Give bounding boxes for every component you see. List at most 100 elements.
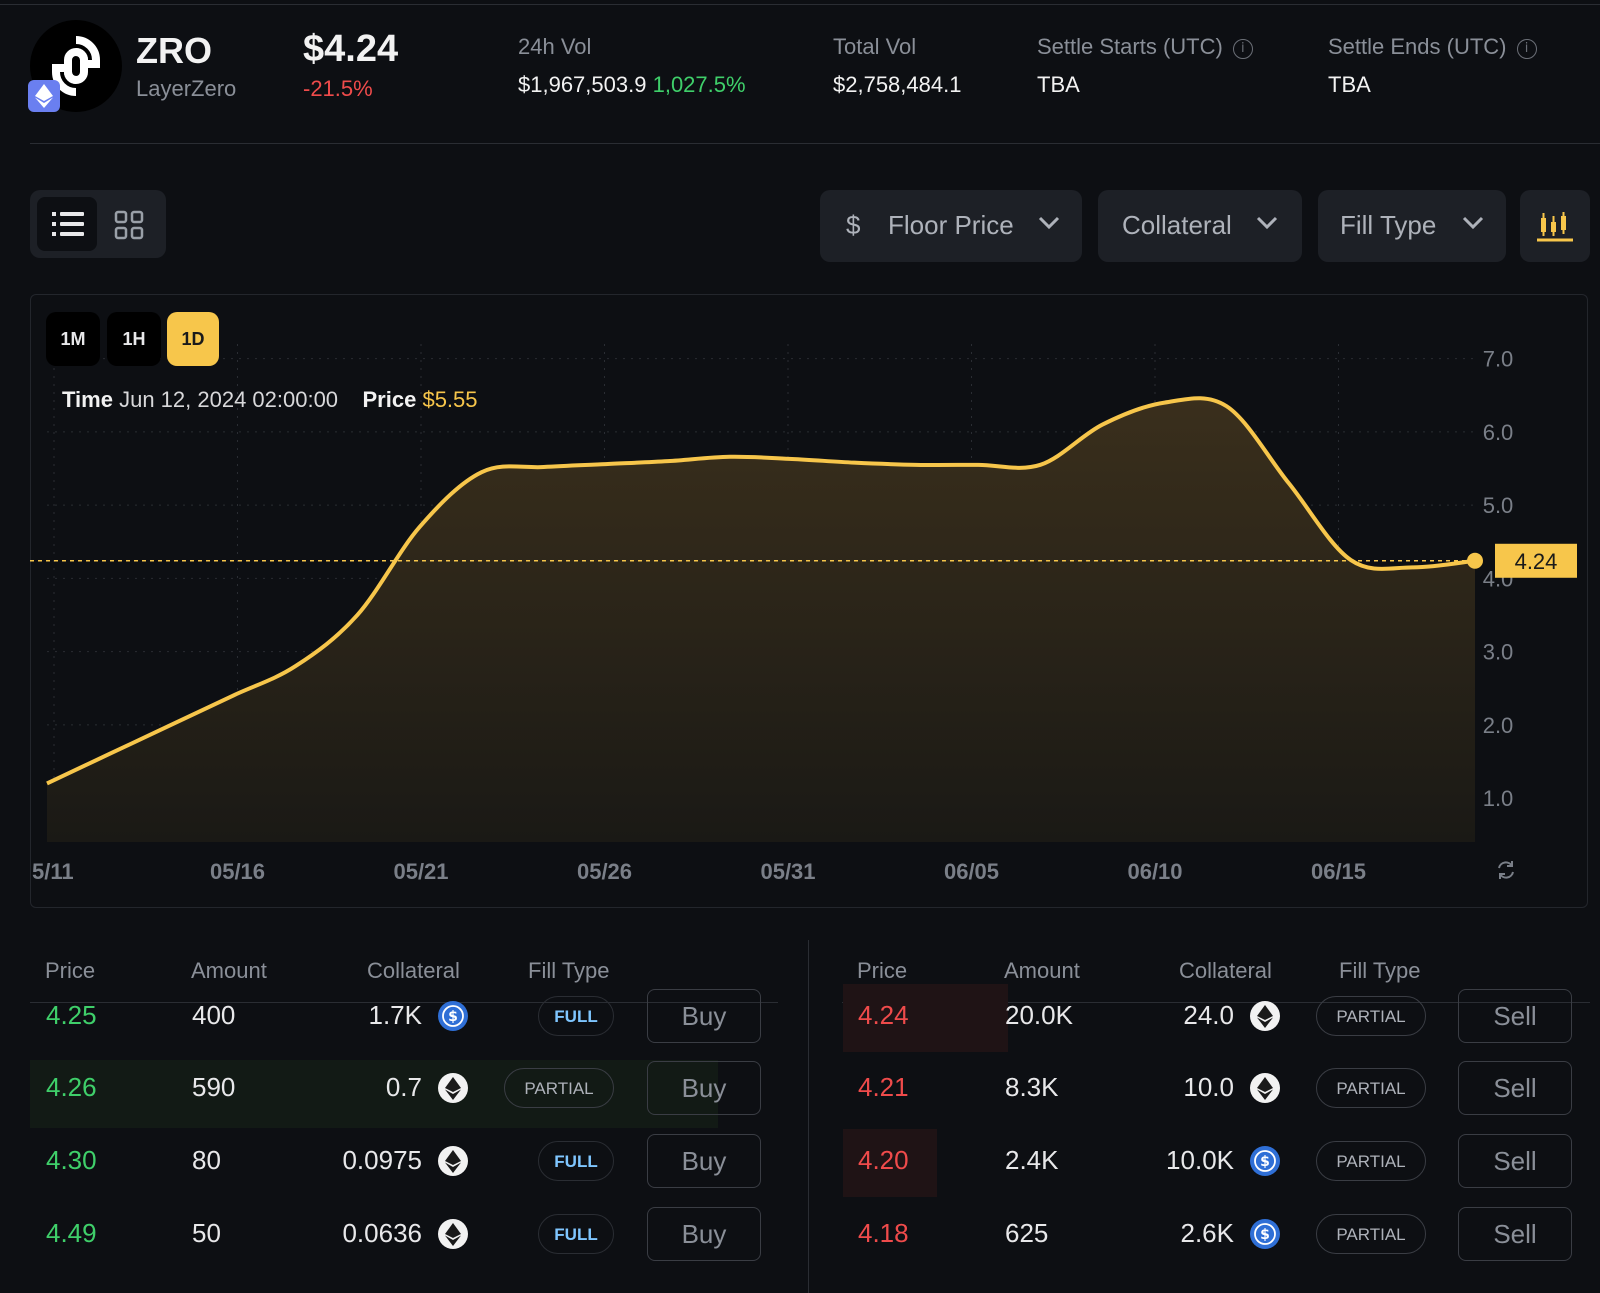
vol24h-change: 1,027.5% xyxy=(652,72,746,97)
top-border xyxy=(0,4,1600,5)
sell-price: 4.24 xyxy=(858,1000,909,1030)
buy-button[interactable]: Buy xyxy=(647,1061,761,1115)
buy-amount: 590 xyxy=(192,1072,236,1102)
tooltip-price-value: $5.55 xyxy=(422,387,478,412)
settle-starts-text: Settle Starts (UTC) xyxy=(1037,34,1223,59)
svg-text:$: $ xyxy=(448,1009,458,1025)
buy-button[interactable]: Buy xyxy=(647,989,761,1043)
price-change: -21.5% xyxy=(303,76,373,101)
tooltip-price-label: Price xyxy=(362,387,417,412)
timeframe-1h-button[interactable]: 1H xyxy=(107,312,161,366)
view-toggle xyxy=(30,190,166,258)
price-line xyxy=(46,396,1476,786)
svg-text:$: $ xyxy=(1260,1154,1270,1170)
token-name: LayerZero xyxy=(136,76,237,101)
buy-amount: 400 xyxy=(192,1000,236,1030)
x-tick-label: 05/31 xyxy=(760,859,815,884)
sell-collateral: 10.0K xyxy=(1166,1145,1234,1175)
buy-amount: 50 xyxy=(192,1218,221,1248)
settle-starts-label: Settle Starts (UTC) i xyxy=(1037,34,1253,60)
info-icon[interactable]: i xyxy=(1516,39,1537,59)
sell-button[interactable]: Sell xyxy=(1458,989,1572,1043)
buy-collateral: 0.7 xyxy=(385,1072,422,1102)
chart-panel xyxy=(30,294,1588,908)
buy-price: 4.30 xyxy=(46,1145,97,1175)
buy-header-divider xyxy=(30,1002,778,1003)
x-tick-label: 06/05 xyxy=(944,859,999,884)
collateral-label: Collateral xyxy=(1122,210,1232,240)
x-tick-label: 05/21 xyxy=(393,859,448,884)
x-tick-label: 5/11 xyxy=(32,859,74,884)
sell-button[interactable]: Sell xyxy=(1458,1207,1572,1261)
collateral-dropdown[interactable]: Collateral xyxy=(1098,190,1302,262)
price-area-fill xyxy=(47,398,1475,842)
sell-amount: 2.4K xyxy=(1005,1145,1059,1175)
settle-ends-value: TBA xyxy=(1328,72,1371,97)
sell-row-depth-highlight xyxy=(843,1129,937,1197)
buy-button[interactable]: Buy xyxy=(647,1134,761,1188)
fill-type-badge: PARTIAL xyxy=(504,1068,614,1108)
x-tick-label: 05/26 xyxy=(577,859,632,884)
usdc-icon: $ xyxy=(1250,1146,1280,1176)
orderbook-separator xyxy=(808,940,809,1293)
y-tick-label: 1.0 xyxy=(1483,786,1514,811)
x-tick-label: 06/10 xyxy=(1127,859,1182,884)
buy-amount: 80 xyxy=(192,1145,221,1175)
buy-button[interactable]: Buy xyxy=(647,1207,761,1261)
buy-header-price: Price xyxy=(45,958,96,983)
token-symbol: ZRO xyxy=(136,30,212,71)
current-price-label: 4.24 xyxy=(1515,549,1558,574)
buy-price: 4.49 xyxy=(46,1218,97,1248)
chart-type-button[interactable] xyxy=(1520,190,1590,262)
total-vol-label: Total Vol xyxy=(833,34,917,59)
refresh-icon[interactable] xyxy=(1498,861,1514,879)
price-chart[interactable]: 1.02.03.04.05.06.07.0 4.245/11 05/16 05/21… xyxy=(30,294,1588,908)
sell-button[interactable]: Sell xyxy=(1458,1061,1572,1115)
x-tick-label: 05/16 xyxy=(210,859,265,884)
settle-ends-label: Settle Ends (UTC) i xyxy=(1328,34,1537,60)
fill-type-badge: FULL xyxy=(538,1214,614,1254)
sell-amount: 625 xyxy=(1005,1218,1049,1248)
sell-amount: 8.3K xyxy=(1005,1072,1059,1102)
sell-header-collateral: Collateral xyxy=(1179,958,1272,983)
grid-view-button[interactable] xyxy=(99,197,159,251)
grid-icon xyxy=(114,210,144,240)
settle-ends-text: Settle Ends (UTC) xyxy=(1328,34,1507,59)
buy-price: 4.25 xyxy=(46,1000,97,1030)
buy-collateral: 1.7K xyxy=(368,1000,423,1030)
svg-text:$: $ xyxy=(1260,1227,1270,1243)
total-vol-value: $2,758,484.1 xyxy=(833,72,962,97)
eth-icon xyxy=(1250,1073,1280,1103)
buy-collateral: 0.0975 xyxy=(342,1145,422,1175)
floor-price-label: Floor Price xyxy=(888,210,1014,240)
fill-type-dropdown[interactable]: Fill Type xyxy=(1318,190,1506,262)
sell-button[interactable]: Sell xyxy=(1458,1134,1572,1188)
y-tick-label: 6.0 xyxy=(1483,420,1514,445)
timeframe-1m-button[interactable]: 1M xyxy=(46,312,100,366)
sell-row-depth-highlight xyxy=(843,984,1008,1052)
dollar-icon: $ xyxy=(846,210,861,240)
chevron-down-icon xyxy=(1462,216,1484,230)
usdc-icon: $ xyxy=(1250,1219,1280,1249)
sell-header-price: Price xyxy=(857,958,908,983)
vol24h-label: 24h Vol xyxy=(518,34,592,59)
sell-collateral: 10.0 xyxy=(1183,1072,1234,1102)
fill-type-badge: FULL xyxy=(538,996,614,1036)
chevron-down-icon xyxy=(1038,216,1060,230)
current-price-dot xyxy=(1467,552,1483,569)
fill-type-badge: PARTIAL xyxy=(1316,1214,1426,1254)
list-view-button[interactable] xyxy=(37,197,97,251)
settle-starts-value: TBA xyxy=(1037,72,1080,97)
info-icon[interactable]: i xyxy=(1232,39,1253,59)
token-price: $4.24 xyxy=(303,28,399,70)
list-icon xyxy=(52,212,84,236)
floor-price-dropdown[interactable]: $ Floor Price xyxy=(820,190,1082,262)
buy-header-collateral: Collateral xyxy=(367,958,460,983)
timeframe-1d-button[interactable]: 1D xyxy=(167,312,219,366)
fill-type-badge: PARTIAL xyxy=(1316,996,1426,1036)
current-price-label-bg xyxy=(1495,543,1577,578)
sell-header-amount: Amount xyxy=(1004,958,1080,983)
y-tick-label: 7.0 xyxy=(1483,347,1514,372)
layerzero-logo-icon xyxy=(52,36,100,96)
buy-header-amount: Amount xyxy=(191,958,267,983)
